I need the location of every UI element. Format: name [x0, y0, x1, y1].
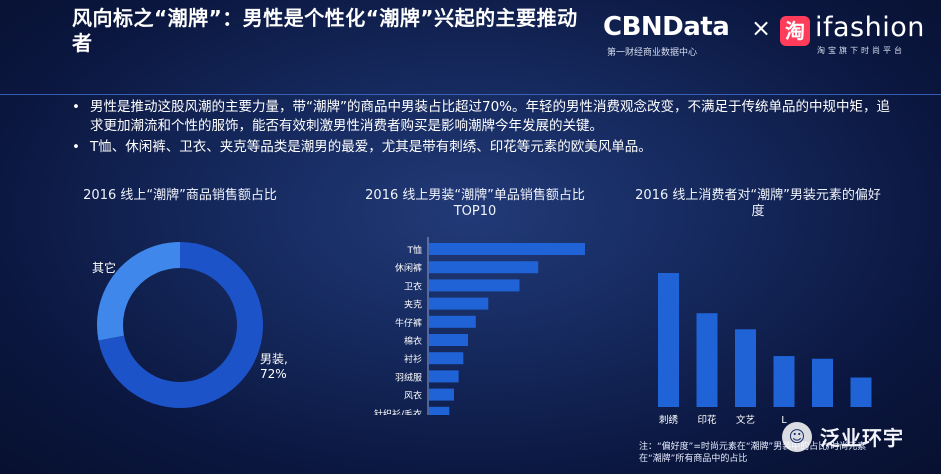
- ifashion-logo-subtitle: 淘宝旗下时尚平台: [817, 46, 905, 55]
- vbar-bar: [773, 356, 795, 407]
- page-title: 风向标之“潮牌”：男性是个性化“潮牌”兴起的主要推动者: [72, 6, 578, 55]
- cbndata-logo-subtitle: 第一财经商业数据中心: [607, 48, 698, 58]
- donut-slice: [97, 242, 181, 341]
- donut-label-other: 其它: [92, 260, 116, 275]
- hbar-category-label: 针织衫/毛衣: [374, 408, 422, 415]
- hbar-category-label: 风衣: [404, 390, 422, 402]
- hbar-bar: [429, 334, 468, 346]
- hbar-category-label: 卫衣: [404, 280, 422, 292]
- vbar-category-label: 文艺: [736, 414, 755, 426]
- vbar-bar: [735, 329, 756, 407]
- times-sign: ×: [751, 14, 772, 42]
- hbar-category-label: 休闲裤: [395, 262, 422, 274]
- vbar-category-label: L: [781, 415, 787, 426]
- vbar-category-label: 印花: [697, 414, 717, 426]
- vbar-bar: [696, 313, 718, 407]
- hbar-bar: [429, 315, 476, 328]
- vbar-category-label: 刺绣: [659, 414, 679, 426]
- bullet-item: T恤、休闲裤、卫衣、夹克等品类是潮男的最爱，尤其是带有刺绣、印花等元素的欧美风单…: [72, 138, 892, 157]
- wechat-icon: ☺: [782, 422, 812, 452]
- hbar-category-label: 夹克: [404, 299, 422, 311]
- hbar-chart-title: 2016 线上男装“潮牌”单品销售额占比TOP10: [365, 188, 585, 219]
- hbar-category-label: T恤: [407, 244, 423, 256]
- donut-chart-title: 2016 线上“潮牌”商品销售额占比: [83, 188, 277, 203]
- donut-chart: 男装, 72% 其它: [92, 242, 288, 408]
- vbar-bar: [812, 358, 833, 407]
- hbar-bar: [429, 261, 539, 274]
- hbar-bar: [429, 352, 464, 365]
- hbar-category-label: 衬衫: [404, 353, 422, 365]
- hbar-category-label: 羽绒服: [395, 371, 422, 383]
- hbar-bar: [429, 279, 520, 292]
- vbar-chart-title: 2016 线上消费者对“潮牌”男装元素的偏好度: [635, 188, 881, 219]
- hbar-bar: [429, 243, 585, 255]
- vbar-chart: 刺绣 印花 文艺 L: [658, 273, 872, 426]
- taobao-icon: 淘: [780, 16, 810, 46]
- hbar-category-label: 棉衣: [404, 335, 422, 347]
- header-divider: [0, 94, 941, 95]
- watermark-text: 泛业环宇: [820, 426, 904, 450]
- watermark: ☺ 泛业环宇: [770, 418, 930, 458]
- hbar-category-label: 牛仔裤: [395, 317, 422, 329]
- hbar-bar: [429, 370, 459, 383]
- vbar-bar: [850, 377, 872, 407]
- donut-label-male: 男装, 72%: [260, 352, 288, 381]
- hbar-bar: [429, 388, 454, 401]
- logo-area: CBNData 第一财经商业数据中心 × 淘 ifashion 淘宝旗下时尚平台: [603, 12, 925, 60]
- vbar-bar: [658, 273, 679, 407]
- donut-slice: [98, 242, 263, 408]
- hbar-bar: [429, 406, 450, 415]
- bullet-list: 男性是推动这股风潮的主要力量，带“潮牌”的商品中男装占比超过70%。年轻的男性消…: [72, 98, 892, 159]
- bullet-item: 男性是推动这股风潮的主要力量，带“潮牌”的商品中男装占比超过70%。年轻的男性消…: [72, 98, 892, 136]
- cbndata-logo: CBNData: [603, 12, 730, 42]
- hbar-bar: [429, 297, 489, 310]
- chart-note: 注：“偏好度”=时尚元素在“潮牌”男装中的占比/时尚元素在“潮牌”所有商品中的占…: [639, 442, 867, 464]
- ifashion-logo: ifashion: [815, 12, 925, 43]
